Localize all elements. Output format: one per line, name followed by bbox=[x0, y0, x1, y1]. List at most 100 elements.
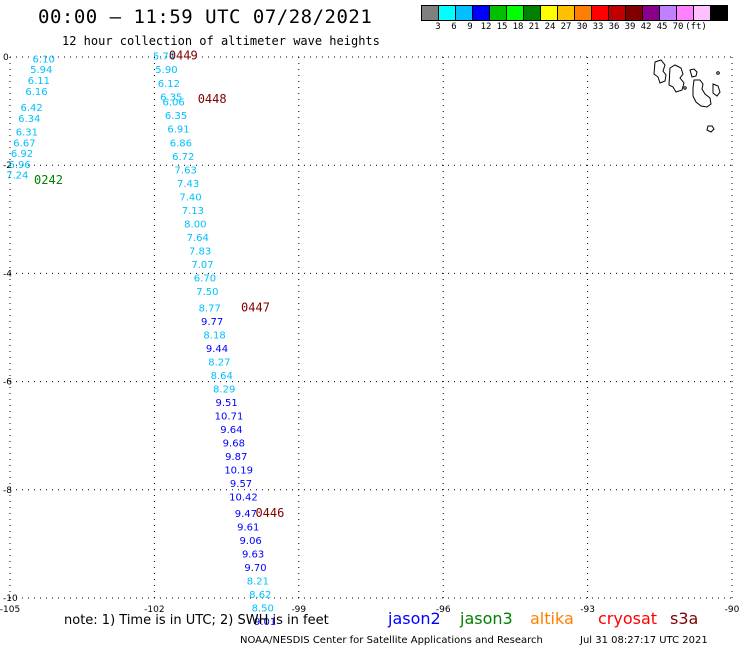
galapagos-islands bbox=[653, 59, 721, 133]
pass-time-label: 0448 bbox=[198, 92, 227, 106]
island-genovesa bbox=[716, 71, 720, 75]
footnote: note: 1) Time is in UTC; 2) SWH is in fe… bbox=[64, 613, 329, 628]
wave-height-value: 8.00 bbox=[184, 219, 206, 230]
wave-height-value: 6.67 bbox=[13, 138, 35, 149]
legend-jason3: jason3 bbox=[460, 609, 513, 628]
x-tick-label: -105 bbox=[0, 605, 20, 615]
legend-jason2: jason2 bbox=[388, 609, 441, 628]
scale-swatch bbox=[710, 5, 728, 21]
wave-height-value: 7.43 bbox=[177, 179, 199, 190]
island-floreana bbox=[706, 125, 715, 133]
wave-height-value: 8.29 bbox=[213, 384, 235, 395]
legend-altika: altika bbox=[530, 609, 574, 628]
scale-label: 3 bbox=[435, 22, 441, 32]
wave-height-value: 6.10 bbox=[33, 54, 55, 65]
wave-height-value: 7.24 bbox=[6, 171, 28, 182]
scale-label: 42 bbox=[640, 22, 652, 32]
x-tick-label: -96 bbox=[436, 605, 451, 615]
wave-height-value: 6.42 bbox=[21, 103, 43, 114]
credit-line: NOAA/NESDIS Center for Satellite Applica… bbox=[240, 635, 543, 646]
wave-height-value: 9.01 bbox=[254, 617, 276, 628]
island-isabela bbox=[653, 59, 667, 84]
scale-label: 18 bbox=[512, 22, 524, 32]
scale-label: 24 bbox=[544, 22, 556, 32]
scale-label: 6 bbox=[451, 22, 457, 32]
wave-height-value: 6.91 bbox=[167, 125, 189, 136]
wave-height-value: 6.35 bbox=[165, 111, 187, 122]
scale-label: 15 bbox=[496, 22, 508, 32]
wave-height-value: 6.35 bbox=[160, 92, 182, 103]
map-title: 00:00 — 11:59 UTC 07/28/2021 bbox=[38, 6, 373, 28]
pass-time-label: 0242 bbox=[34, 173, 63, 187]
island-santiago bbox=[689, 68, 698, 78]
wave-height-value: 8.21 bbox=[247, 576, 269, 587]
wave-height-value: 9.51 bbox=[215, 398, 237, 409]
wave-height-value: 7.64 bbox=[187, 233, 209, 244]
scale-label: 45 bbox=[656, 22, 668, 32]
wave-height-value: 7.07 bbox=[191, 260, 213, 271]
scale-label: 21 bbox=[528, 22, 540, 32]
y-tick-label: -8 bbox=[3, 486, 12, 496]
color-scale-bar bbox=[421, 5, 728, 21]
generation-timestamp: Jul 31 08:27:17 UTC 2021 bbox=[580, 635, 708, 646]
wave-height-value: 6.06 bbox=[163, 98, 185, 109]
x-tick-label: -93 bbox=[580, 605, 595, 615]
wave-height-value: 9.68 bbox=[223, 439, 245, 450]
wave-height-value: 7.40 bbox=[179, 192, 201, 203]
wave-height-value: 6.12 bbox=[158, 79, 180, 90]
wave-height-value: 9.57 bbox=[230, 479, 252, 490]
x-tick-label: -102 bbox=[144, 605, 164, 615]
y-tick-label: -10 bbox=[3, 594, 18, 604]
wave-height-value: 6.70 bbox=[194, 274, 216, 285]
scale-label: 70 bbox=[672, 22, 684, 32]
y-tick-label: 0 bbox=[3, 53, 9, 63]
scale-label: 30 bbox=[576, 22, 588, 32]
y-tick-label: -6 bbox=[3, 378, 12, 388]
wave-height-value: 8.64 bbox=[211, 371, 233, 382]
wave-height-value: 5.90 bbox=[155, 65, 177, 76]
wave-height-value: 6.86 bbox=[170, 138, 192, 149]
wave-height-value: 9.87 bbox=[225, 452, 247, 463]
island-sancristobal bbox=[712, 83, 721, 97]
wave-height-value: 9.70 bbox=[244, 563, 266, 574]
y-tick-label: -4 bbox=[3, 269, 12, 279]
x-tick-label: -99 bbox=[291, 605, 306, 615]
wave-height-value: 6.16 bbox=[25, 87, 47, 98]
x-tick-label: -90 bbox=[725, 605, 740, 615]
y-tick-label: -2 bbox=[3, 161, 12, 171]
wave-height-value: 8.50 bbox=[252, 604, 274, 615]
wave-height-value: 9.06 bbox=[240, 536, 262, 547]
scale-label: 12 bbox=[480, 22, 492, 32]
wave-height-value: 8.18 bbox=[203, 330, 225, 341]
wave-height-value: 8.62 bbox=[249, 590, 271, 601]
wave-height-value: 9.63 bbox=[242, 549, 264, 560]
wave-height-value: 8.77 bbox=[199, 303, 221, 314]
wave-height-value: 9.47 bbox=[235, 509, 257, 520]
map-subtitle: 12 hour collection of altimeter wave hei… bbox=[62, 34, 380, 48]
wave-height-value: 5.94 bbox=[30, 65, 52, 76]
wave-height-value: 10.42 bbox=[229, 493, 258, 504]
pass-time-label: 0446 bbox=[255, 506, 284, 520]
scale-label: 33 bbox=[592, 22, 604, 32]
wave-height-value: 9.77 bbox=[201, 317, 223, 328]
wave-height-value: 6.34 bbox=[18, 114, 40, 125]
scale-label: 27 bbox=[560, 22, 572, 32]
island-fernandina bbox=[668, 64, 685, 93]
wave-height-value: 7.13 bbox=[182, 206, 204, 217]
wave-height-value: 6.31 bbox=[16, 127, 38, 138]
island-marchena bbox=[683, 86, 687, 90]
wave-height-value: 6.96 bbox=[8, 160, 30, 171]
wave-height-value: 9.44 bbox=[206, 344, 228, 355]
lat-lon-grid: -105 -102 -99 -96 -93 -90 0 -2 -4 -6 -8 -10 bbox=[0, 53, 740, 615]
wave-height-value: 10.71 bbox=[215, 411, 244, 422]
legend-cryosat: cryosat bbox=[598, 609, 658, 628]
scale-label: (ft) bbox=[685, 22, 707, 32]
pass-time-label: 0449 bbox=[169, 49, 198, 63]
scale-label: 39 bbox=[624, 22, 636, 32]
altimeter-tracks: 6.105.946.116.16 6.426.34 6.316.676.926.96… bbox=[6, 49, 284, 628]
wave-height-value: 7.63 bbox=[175, 165, 197, 176]
wave-height-value: 9.64 bbox=[220, 425, 242, 436]
wave-height-value: 6.72 bbox=[172, 152, 194, 163]
wave-height-value: 6.11 bbox=[28, 76, 50, 87]
